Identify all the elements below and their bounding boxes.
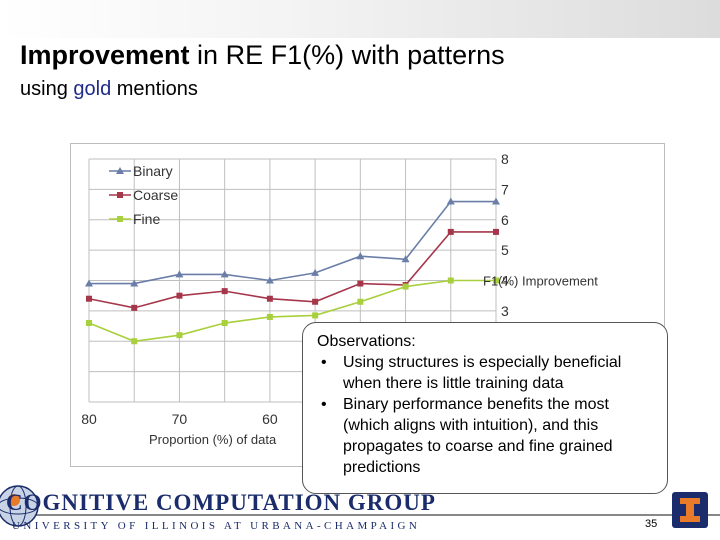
data-point-coarse: [131, 304, 138, 311]
data-point-fine: [266, 313, 273, 320]
legend-label-binary: Binary: [133, 163, 173, 179]
data-point-binary: [85, 279, 93, 287]
y-tick-label: 7: [501, 181, 509, 197]
series-line-coarse: [88, 231, 496, 309]
observations-list: Using structures is especially beneficia…: [317, 352, 657, 478]
cognitive-computation-group-logo: [0, 485, 39, 527]
legend-label-coarse: Coarse: [133, 187, 178, 203]
page-number: 35: [645, 518, 658, 530]
data-point-fine: [221, 320, 228, 327]
data-point-fine: [176, 332, 183, 339]
data-point-binary: [265, 276, 274, 284]
gold-word: gold: [73, 78, 112, 100]
logo-title: COGNITIVE COMPUTATION GROUP: [6, 490, 436, 515]
data-point-coarse: [176, 292, 183, 299]
x-tick-label: 70: [172, 411, 188, 427]
slide-title: Improvement in RE F1(%) with patterns: [20, 40, 505, 70]
data-point-coarse: [312, 298, 319, 305]
footer-divider: [0, 514, 720, 516]
series-line-fine: [88, 279, 496, 343]
y-axis-label: F1(%) Improvement: [483, 274, 598, 289]
y-tick-label: 3: [501, 303, 509, 319]
data-point-binary: [175, 270, 184, 278]
legend-marker-binary: [116, 167, 124, 174]
data-point-binary: [130, 279, 139, 287]
data-point-binary: [356, 252, 365, 260]
data-point-fine: [86, 320, 92, 327]
data-point-binary: [492, 197, 500, 205]
x-tick-label: 60: [262, 411, 278, 427]
legend-marker-coarse: [117, 192, 123, 198]
observations-heading: Observations:: [317, 333, 416, 350]
series-line-binary: [89, 200, 496, 285]
data-point-coarse: [221, 288, 228, 295]
observations-box: Observations: Using structures is especi…: [302, 322, 668, 494]
y-tick-label: 8: [501, 151, 509, 167]
data-point-coarse: [493, 228, 499, 235]
data-point-fine: [402, 283, 409, 290]
legend-label-fine: Fine: [133, 211, 160, 227]
slide-top-band: [0, 0, 720, 38]
y-tick-label: 4: [501, 273, 509, 289]
logo-subtitle: UNIVERSITY OF ILLINOIS AT URBANA-CHAMPAI…: [12, 520, 421, 532]
data-point-coarse: [86, 295, 92, 302]
data-point-fine: [447, 277, 454, 284]
slide-subtitle: using gold mentions: [20, 78, 198, 100]
data-point-fine: [493, 277, 499, 284]
y-tick-label: 5: [501, 242, 509, 258]
data-point-fine: [312, 312, 319, 319]
x-tick-label: 80: [81, 411, 97, 427]
data-point-fine: [131, 338, 138, 345]
observation-bullet: Binary performance benefits the most (wh…: [317, 394, 657, 478]
data-point-coarse: [357, 280, 364, 287]
data-point-binary: [446, 197, 455, 205]
y-tick-label: 6: [501, 212, 509, 228]
observation-bullet: Using structures is especially beneficia…: [317, 352, 657, 394]
x-axis-label: Proportion (%) of data: [149, 432, 277, 447]
data-point-binary: [311, 268, 320, 276]
data-point-coarse: [266, 295, 273, 302]
data-point-fine: [357, 298, 364, 305]
brain-globe-icon: [0, 485, 39, 527]
data-point-binary: [220, 270, 229, 278]
illinois-block-i-icon: [672, 492, 708, 528]
data-point-coarse: [447, 228, 454, 235]
legend-marker-fine: [117, 216, 123, 222]
data-point-binary: [401, 255, 410, 263]
